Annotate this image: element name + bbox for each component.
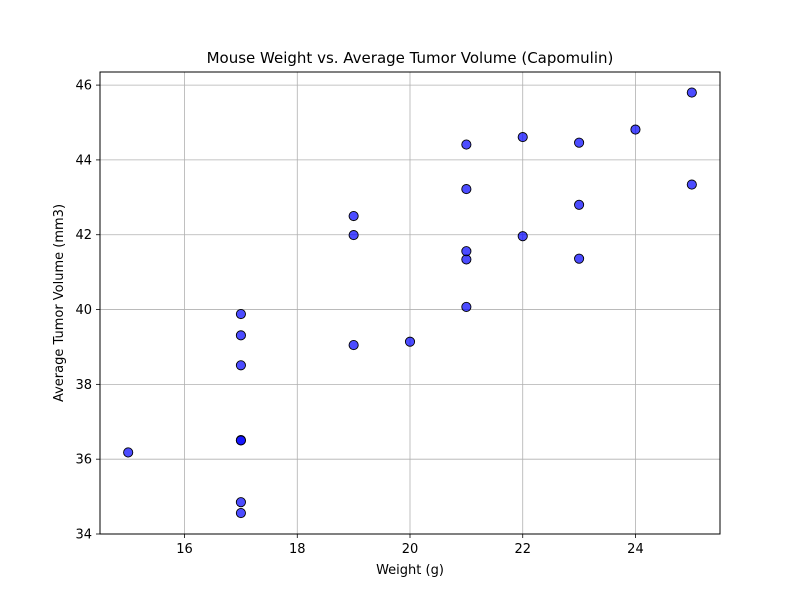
- x-tick-label: 24: [627, 542, 644, 557]
- data-point: [461, 301, 472, 312]
- data-point: [461, 246, 472, 257]
- data-point: [461, 184, 472, 195]
- y-tick-label: 44: [75, 153, 92, 168]
- data-point: [235, 508, 246, 519]
- data-point: [686, 179, 697, 190]
- data-point: [123, 447, 134, 458]
- data-point: [348, 230, 359, 241]
- y-axis-label: Average Tumor Volume (mm3): [52, 204, 67, 402]
- data-point: [235, 497, 246, 508]
- data-point: [630, 124, 641, 135]
- data-point: [235, 330, 246, 341]
- data-point: [235, 435, 246, 446]
- x-tick-label: 22: [514, 542, 531, 557]
- data-point: [574, 199, 585, 210]
- axis-ticks: 16 18 20 22 24 34 36 38 40 42 44 46: [75, 79, 643, 557]
- data-point: [348, 210, 359, 222]
- data-point: [404, 336, 416, 347]
- data-point: [517, 132, 528, 143]
- y-tick-label: 34: [75, 528, 92, 543]
- y-tick-label: 40: [75, 303, 92, 318]
- data-point: [461, 139, 472, 150]
- data-point: [235, 308, 246, 320]
- data-point: [574, 253, 585, 264]
- y-tick-label: 42: [75, 228, 92, 243]
- data-point: [348, 340, 359, 351]
- y-tick-label: 36: [75, 453, 92, 468]
- data-point: [517, 231, 528, 242]
- data-point: [235, 360, 246, 371]
- y-tick-label: 38: [75, 378, 92, 393]
- x-tick-label: 18: [289, 542, 306, 557]
- y-tick-label: 46: [75, 79, 92, 94]
- x-tick-label: 20: [402, 542, 419, 557]
- data-point: [574, 137, 585, 148]
- chart-title: Mouse Weight vs. Average Tumor Volume (C…: [207, 49, 614, 67]
- x-tick-label: 16: [176, 542, 193, 557]
- data-point: [686, 87, 697, 98]
- x-axis-label: Weight (g): [376, 563, 444, 578]
- data-points: [123, 87, 697, 519]
